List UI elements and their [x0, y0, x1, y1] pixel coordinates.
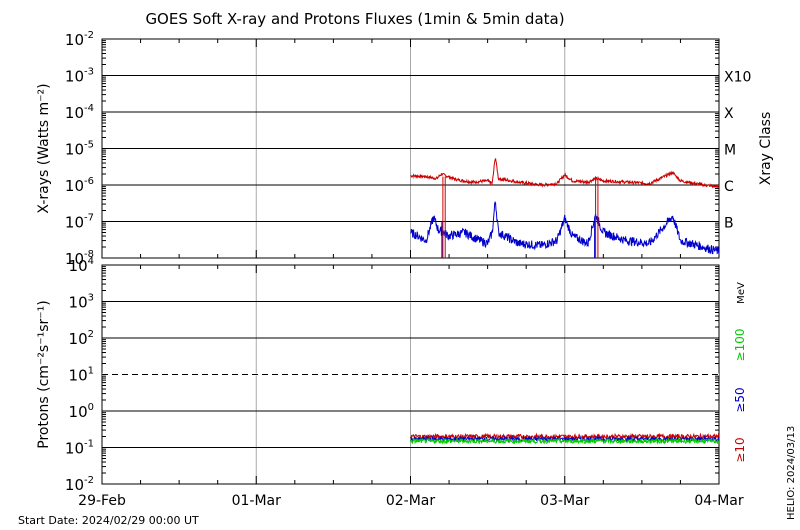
y-tick-label: 104 [69, 256, 94, 275]
x-tick-label: 29-Feb [78, 493, 126, 509]
xray-class-label: C [724, 179, 734, 195]
xray-y-axis-label: X-rays (Watts m⁻²) [36, 83, 52, 213]
xray-long-series-line [410, 158, 720, 189]
y-tick-label: 10-2 [65, 475, 94, 494]
x-tick-label: 04-Mar [694, 493, 744, 509]
start-date: Start Date: 2024/02/29 00:00 UT [18, 514, 199, 527]
proton-y-axis-label: Protons (cm⁻²s⁻¹sr⁻¹) [36, 300, 52, 449]
xray-class-label: X10 [724, 70, 751, 86]
y-tick-label: 102 [69, 329, 94, 348]
legend-unit: MeV [736, 282, 747, 304]
y-tick-label: 10-5 [65, 140, 94, 159]
x-tick-label: 01-Mar [232, 493, 282, 509]
proton-p100-series-line [410, 437, 720, 445]
legend-entry: ≥50 [733, 387, 747, 412]
xray-panel: 10-8 10-7 10-6 10-5 10-4 10-3 10-2 X-rays (Watt… [36, 30, 774, 268]
y-tick-label: 10-4 [65, 103, 94, 122]
y-tick-label: 10-1 [65, 439, 94, 458]
y-tick-label: 10-3 [65, 67, 94, 86]
chart-title: GOES Soft X-ray and Protons Fluxes (1min… [145, 10, 564, 28]
xray-class-label: B [724, 216, 734, 232]
credit-label: HELIO: 2024/03/13 [786, 426, 797, 520]
proton-panel: 10-2 10-1 100 101 102 103 104 Protons (cm⁻²s⁻¹s… [36, 256, 747, 509]
xray-class-axis-label: Xray Class [758, 112, 774, 186]
xray-class-label: M [724, 143, 736, 159]
x-tick-label: 03-Mar [540, 493, 590, 509]
xray-short-series-line [410, 201, 720, 255]
x-tick-label: 02-Mar [386, 493, 436, 509]
y-tick-label: 10-6 [65, 176, 94, 195]
y-tick-label: 101 [69, 366, 94, 385]
xray-class-label: X [724, 106, 734, 122]
y-tick-label: 100 [69, 402, 94, 421]
legend-entry: ≥10 [733, 437, 747, 462]
y-tick-label: 10-8 [65, 249, 94, 268]
legend-entry: ≥100 [733, 329, 747, 362]
y-tick-label: 10-2 [65, 30, 94, 49]
y-tick-label: 10-7 [65, 213, 94, 232]
plot-frame [101, 38, 720, 259]
y-tick-label: 103 [69, 293, 94, 312]
